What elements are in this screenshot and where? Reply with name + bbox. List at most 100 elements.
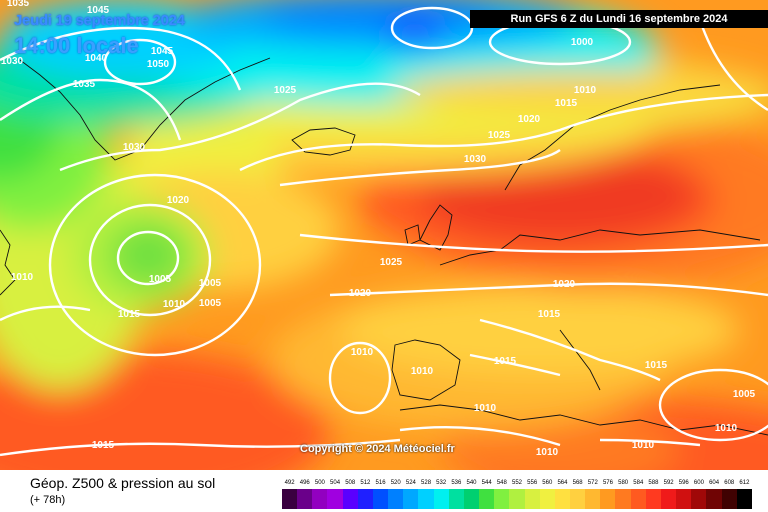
scale-swatch: [615, 489, 631, 509]
scale-value-label: 528: [421, 480, 432, 486]
scale-value-label: 496: [299, 480, 310, 486]
scale-swatch: [282, 489, 298, 509]
europe-coast: [439, 229, 761, 266]
isobar-label: 1010: [163, 299, 186, 310]
scale-swatch: [463, 489, 480, 509]
scale-swatch: [509, 489, 525, 509]
isobar-label: 1040: [85, 53, 108, 64]
scale-value-label: 584: [633, 480, 644, 486]
scale-value-label: 548: [496, 480, 507, 486]
isobar-label: 1020: [349, 288, 372, 299]
scale-swatch: [660, 489, 677, 509]
isobar-label: 1010: [411, 366, 434, 377]
italy-coast: [559, 329, 601, 391]
isobar-label: 1020: [167, 195, 190, 206]
isobar-label: 1010: [474, 403, 497, 414]
scale-swatch: [736, 489, 752, 509]
isobar-label: 1010: [715, 423, 738, 434]
iberia-coast: [391, 339, 461, 401]
scale-value-label: 608: [724, 480, 735, 486]
scale-value-label: 512: [360, 480, 371, 486]
scale-value-label: 504: [330, 480, 341, 486]
isobar-label: 1015: [555, 98, 578, 109]
scale-swatch: [327, 489, 343, 509]
scale-swatch: [388, 489, 404, 509]
isobar-label: 1035: [73, 79, 96, 90]
isobar-label: 1015: [645, 360, 668, 371]
scale-value-label: 544: [481, 480, 492, 486]
scale-swatch: [676, 489, 692, 509]
scale-swatch: [312, 489, 328, 509]
isobar-label: 1050: [147, 59, 170, 70]
scale-value-label: 524: [405, 480, 416, 486]
isobar-label: 1045: [87, 5, 110, 16]
british-isles-coast: [404, 204, 453, 251]
northeast-canada-coast: [0, 229, 16, 296]
scale-swatch: [433, 489, 449, 509]
forecast-time: 14:00 locale: [14, 33, 139, 58]
z500-pressure-map: 1035 1045 1030 1040 1045 1050 1035 1025 …: [0, 0, 768, 470]
scale-swatch: [706, 489, 722, 509]
north-africa-coast: [399, 404, 768, 436]
scale-swatch: [691, 489, 707, 509]
scale-swatch: [569, 489, 586, 509]
scale-value-label: 576: [602, 480, 613, 486]
isobar-label: 1030: [464, 154, 487, 165]
isobar-label: 1010: [536, 447, 559, 458]
scale-value-label: 604: [709, 480, 720, 486]
scale-swatch: [524, 489, 540, 509]
scale-value-label: 532: [436, 480, 447, 486]
iceland-coast: [291, 127, 356, 156]
isobar-label: 1005: [149, 274, 172, 285]
scale-value-label: 556: [527, 480, 538, 486]
scale-value-label: 540: [466, 480, 477, 486]
scale-value-label: 572: [587, 480, 598, 486]
scale-value-label: 592: [663, 480, 674, 486]
scale-swatch: [630, 489, 646, 509]
legend-title: Géop. Z500 & pression au sol: [30, 475, 216, 491]
isobar-label: 1035: [7, 0, 30, 9]
forecast-date: Jeudi 19 septembre 2024: [14, 12, 185, 29]
isobars-lines: [0, 6, 768, 457]
scale-value-label: 560: [542, 480, 553, 486]
scale-swatch: [372, 489, 389, 509]
scale-value-label: 492: [284, 480, 295, 486]
scale-swatch: [539, 489, 555, 509]
scale-value-label: 516: [375, 480, 386, 486]
forecast-lead-time: (+ 78h): [30, 494, 66, 506]
scale-value-label: 596: [678, 480, 689, 486]
scale-swatch: [479, 489, 495, 509]
scale-swatch: [645, 489, 661, 509]
scale-value-label: 500: [314, 480, 325, 486]
scale-swatch: [721, 489, 737, 509]
isobar-label: 1005: [199, 298, 222, 309]
isobar-label: 1020: [518, 114, 541, 125]
isobar-labels: 1035 1045 1030 1040 1045 1050 1035 1025 …: [1, 0, 756, 458]
copyright-notice: Copyright © 2024 Météociel.fr: [300, 443, 455, 455]
isobar-label: 1000: [571, 37, 594, 48]
scale-value-label: 588: [648, 480, 659, 486]
scale-value-label: 600: [693, 480, 704, 486]
isobar-label: 1015: [92, 440, 115, 451]
isobar-label: 1010: [11, 272, 34, 283]
isobar-label: 1020: [553, 279, 576, 290]
isobar-label: 1010: [574, 85, 597, 96]
isobar-label: 1005: [199, 278, 222, 289]
scale-value-label: 612: [739, 480, 750, 486]
scale-swatch: [600, 489, 616, 509]
scale-swatch: [585, 489, 601, 509]
color-scale-bar: [282, 489, 752, 509]
isobar-label: 1010: [632, 440, 655, 451]
isobar-label: 1045: [151, 46, 174, 57]
scale-value-label: 580: [618, 480, 629, 486]
scale-swatch: [494, 489, 510, 509]
model-run-label: Run GFS 6 Z du Lundi 16 septembre 2024: [470, 10, 768, 28]
isobar-label: 1025: [274, 85, 297, 96]
scale-value-label: 520: [390, 480, 401, 486]
isobar-label: 1015: [118, 309, 141, 320]
scale-value-label: 536: [451, 480, 462, 486]
scale-labels: 492 496 500 504 508 512 516 520 524 528 532 536 540 5…: [282, 480, 752, 490]
scale-swatch: [403, 489, 419, 509]
isobar-label: 1025: [488, 130, 511, 141]
